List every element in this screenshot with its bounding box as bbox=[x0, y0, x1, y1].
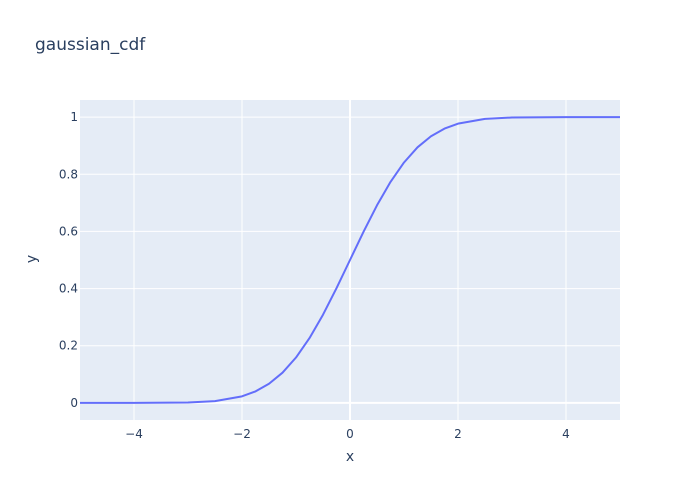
y-tick-label: 0.4 bbox=[59, 282, 78, 296]
series-layer bbox=[79, 116, 621, 404]
y-tick-label: 1 bbox=[70, 110, 78, 124]
x-axis-title: x bbox=[346, 449, 354, 465]
x-tick-label: 4 bbox=[562, 427, 570, 441]
y-tick-label: 0 bbox=[70, 396, 78, 410]
y-tick-label: 0.6 bbox=[59, 224, 78, 238]
series-line bbox=[79, 116, 621, 404]
chart-title: gaussian_cdf bbox=[35, 35, 146, 55]
x-tick-label: 0 bbox=[346, 427, 354, 441]
tick-labels: −4 −2 0 2 4 0 0.2 0.4 0.6 0.8 1 bbox=[59, 110, 570, 441]
x-tick-label: −2 bbox=[233, 427, 251, 441]
y-axis-title: y bbox=[24, 255, 40, 263]
x-tick-label: −4 bbox=[125, 427, 143, 441]
y-tick-label: 0.2 bbox=[59, 339, 78, 353]
x-tick-label: 2 bbox=[454, 427, 462, 441]
y-tick-label: 0.8 bbox=[59, 167, 78, 181]
